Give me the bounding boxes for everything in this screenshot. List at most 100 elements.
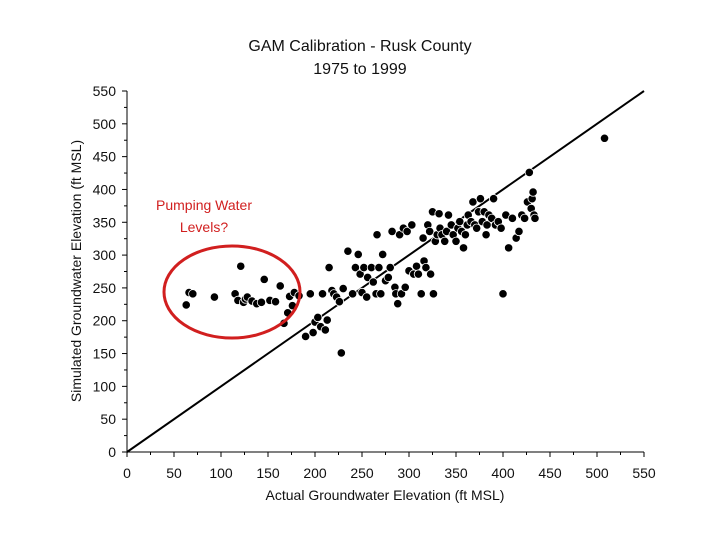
data-point [317,289,328,299]
data-point [498,289,508,299]
data-point [400,282,410,292]
data-point [468,197,478,207]
annotation-circle [162,244,302,340]
data-point [313,312,323,323]
data-point [376,289,386,299]
data-point [353,249,363,260]
data-point [362,292,372,302]
data-point [428,289,439,299]
data-point [320,325,330,335]
data-point [421,262,431,273]
data-point [275,281,285,291]
data-point [488,194,499,204]
data-point [259,274,269,284]
data-point [411,261,422,271]
data-point [530,213,540,223]
data-point [514,226,524,237]
data-point [407,220,417,230]
data-point [599,133,610,143]
x-tick-label: 200 [303,465,327,481]
data-point [374,262,384,273]
data-point [440,236,450,246]
x-tick-label: 0 [123,465,131,481]
x-tick-label: 150 [256,465,280,481]
y-tick-label: 400 [93,181,117,197]
data-point [343,246,353,256]
y-tick-label: 350 [93,214,117,230]
y-tick-label: 0 [108,444,116,460]
data-point [322,315,332,325]
data-point [418,233,428,243]
x-tick-label: 450 [538,465,562,481]
x-tick-label: 250 [350,465,374,481]
data-point [426,269,436,279]
annotation-line-1: Pumping Water [156,197,252,213]
y-tick-label: 150 [93,346,117,362]
data-point [385,262,395,273]
data-point [524,167,534,177]
x-axis-label: Actual Groundwater Elevation (ft MSL) [266,487,505,503]
data-point [507,213,518,223]
data-point [481,230,491,240]
x-ticks-layer: 0 50 100 150 200 250 300 350 400 450 500 550 [123,452,656,481]
data-point [460,230,470,240]
data-point [402,226,412,237]
y-tick-label: 550 [93,83,117,99]
data-point [528,187,538,197]
x-tick-label: 400 [491,465,515,481]
x-tick-label: 50 [166,465,182,481]
data-point [334,297,345,307]
data-point [425,226,435,237]
data-point [305,289,315,299]
x-tick-label: 300 [397,465,421,481]
one-to-one-line [126,90,645,453]
data-point [451,236,461,246]
reference-line-layer [126,90,645,453]
x-tick-label: 500 [585,465,609,481]
data-point [413,269,423,279]
data-point [324,262,334,273]
data-point [338,283,348,294]
x-tick-label: 550 [632,465,656,481]
points-layer [181,133,610,358]
data-point [416,289,426,299]
data-point [393,299,403,309]
y-tick-label: 50 [100,411,116,427]
chart-subtitle: 1975 to 1999 [313,61,407,78]
data-point [504,243,514,253]
data-point [181,300,191,310]
data-point [236,261,246,271]
data-point [368,277,378,287]
data-point [443,210,454,220]
y-axis-label: Simulated Groundwater Elevation (ft MSL) [68,140,84,402]
data-point [434,209,444,219]
data-point [300,331,311,342]
data-point [308,327,318,338]
data-point [347,289,358,299]
data-point [256,297,267,307]
data-point [188,289,198,299]
y-tick-label: 300 [93,247,117,263]
data-point [336,348,346,358]
data-point [383,272,393,283]
data-point [270,297,281,307]
y-tick-label: 200 [93,313,117,329]
x-tick-label: 100 [209,465,233,481]
data-point [372,230,382,240]
x-tick-label: 350 [444,465,468,481]
y-tick-label: 450 [93,149,117,165]
data-point [387,226,397,237]
y-tick-label: 100 [93,378,117,394]
data-point [520,213,530,223]
y-tick-label: 250 [93,280,117,296]
data-point [496,223,506,233]
data-point [455,217,465,227]
data-point [378,249,388,260]
y-ticks-layer: 0 50 100 150 200 250 300 350 400 450 500 550 [93,83,127,460]
y-tick-label: 500 [93,116,117,132]
data-point [475,194,486,204]
data-point [458,243,469,253]
data-point [472,223,482,233]
annotation-line-2: Levels? [180,219,228,235]
